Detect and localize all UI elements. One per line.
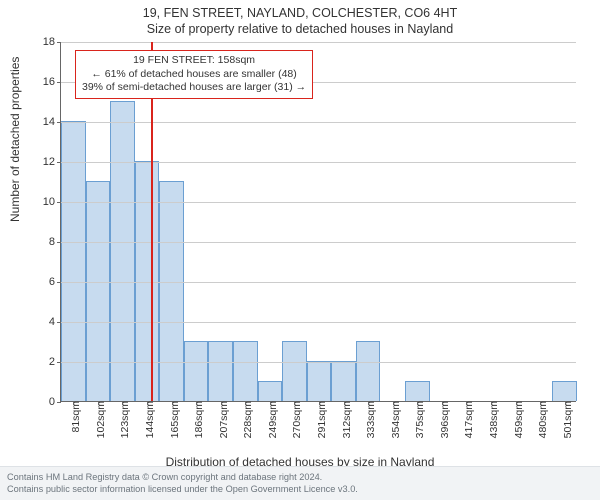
chart-container: 19, FEN STREET, NAYLAND, COLCHESTER, CO6… — [0, 0, 600, 500]
footer-line2: Contains public sector information licen… — [7, 484, 593, 496]
xtick-mark — [122, 401, 123, 405]
marker-callout: 19 FEN STREET: 158sqm ← 61% of detached … — [75, 50, 313, 99]
gridline — [61, 42, 576, 43]
ytick-mark — [57, 362, 61, 363]
xtick-mark — [344, 401, 345, 405]
histogram-bar — [135, 161, 160, 401]
xtick-mark — [221, 401, 222, 405]
gridline — [61, 362, 576, 363]
xtick-label: 354sqm — [384, 401, 402, 438]
xtick-mark — [196, 401, 197, 405]
xtick-label: 186sqm — [187, 401, 205, 438]
footer-line1: Contains HM Land Registry data © Crown c… — [7, 472, 593, 484]
footer: Contains HM Land Registry data © Crown c… — [0, 466, 600, 500]
xtick-mark — [319, 401, 320, 405]
xtick-label: 417sqm — [457, 401, 475, 438]
ytick-mark — [57, 122, 61, 123]
y-axis-label: Number of detached properties — [8, 57, 22, 222]
page-title-line1: 19, FEN STREET, NAYLAND, COLCHESTER, CO6… — [0, 0, 600, 20]
xtick-label: 144sqm — [138, 401, 156, 438]
gridline — [61, 242, 576, 243]
histogram-bar — [86, 181, 111, 401]
histogram-bar — [184, 341, 209, 401]
xtick-mark — [270, 401, 271, 405]
xtick-label: 333sqm — [359, 401, 377, 438]
xtick-label: 123sqm — [113, 401, 131, 438]
plot-area: 19 FEN STREET: 158sqm ← 61% of detached … — [60, 42, 576, 402]
callout-line-3: 39% of semi-detached houses are larger (… — [82, 81, 306, 95]
callout-line-2: ← 61% of detached houses are smaller (48… — [82, 68, 306, 82]
ytick-mark — [57, 282, 61, 283]
xtick-mark — [516, 401, 517, 405]
gridline — [61, 202, 576, 203]
xtick-label: 102sqm — [89, 401, 107, 438]
xtick-mark — [565, 401, 566, 405]
xtick-mark — [417, 401, 418, 405]
xtick-mark — [245, 401, 246, 405]
xtick-label: 249sqm — [261, 401, 279, 438]
histogram-bar — [552, 381, 577, 401]
xtick-label: 165sqm — [163, 401, 181, 438]
histogram-bar — [356, 341, 381, 401]
xtick-mark — [98, 401, 99, 405]
ytick-mark — [57, 162, 61, 163]
xtick-label: 207sqm — [212, 401, 230, 438]
histogram-bar — [110, 101, 135, 401]
histogram-bar — [405, 381, 430, 401]
ytick-mark — [57, 402, 61, 403]
ytick-mark — [57, 322, 61, 323]
ytick-mark — [57, 202, 61, 203]
gridline — [61, 162, 576, 163]
page-title-line2: Size of property relative to detached ho… — [0, 20, 600, 36]
xtick-label: 480sqm — [531, 401, 549, 438]
xtick-label: 459sqm — [507, 401, 525, 438]
xtick-label: 375sqm — [408, 401, 426, 438]
xtick-mark — [466, 401, 467, 405]
histogram-bar — [233, 341, 258, 401]
xtick-mark — [147, 401, 148, 405]
ytick-mark — [57, 82, 61, 83]
xtick-mark — [368, 401, 369, 405]
xtick-mark — [73, 401, 74, 405]
histogram-bar — [61, 121, 86, 401]
ytick-mark — [57, 42, 61, 43]
histogram-bar — [282, 341, 307, 401]
xtick-label: 270sqm — [285, 401, 303, 438]
xtick-label: 501sqm — [556, 401, 574, 438]
gridline — [61, 122, 576, 123]
histogram-bar — [331, 361, 356, 401]
xtick-label: 81sqm — [64, 401, 82, 433]
xtick-label: 228sqm — [236, 401, 254, 438]
histogram-bar — [258, 381, 283, 401]
histogram-bar — [307, 361, 332, 401]
xtick-mark — [393, 401, 394, 405]
callout-line-1: 19 FEN STREET: 158sqm — [82, 54, 306, 68]
histogram-bar — [208, 341, 233, 401]
xtick-mark — [172, 401, 173, 405]
xtick-label: 438sqm — [482, 401, 500, 438]
xtick-mark — [442, 401, 443, 405]
gridline — [61, 282, 576, 283]
xtick-label: 312sqm — [335, 401, 353, 438]
gridline — [61, 322, 576, 323]
xtick-mark — [540, 401, 541, 405]
xtick-label: 396sqm — [433, 401, 451, 438]
ytick-mark — [57, 242, 61, 243]
xtick-mark — [294, 401, 295, 405]
xtick-mark — [491, 401, 492, 405]
histogram-bar — [159, 181, 184, 401]
xtick-label: 291sqm — [310, 401, 328, 438]
